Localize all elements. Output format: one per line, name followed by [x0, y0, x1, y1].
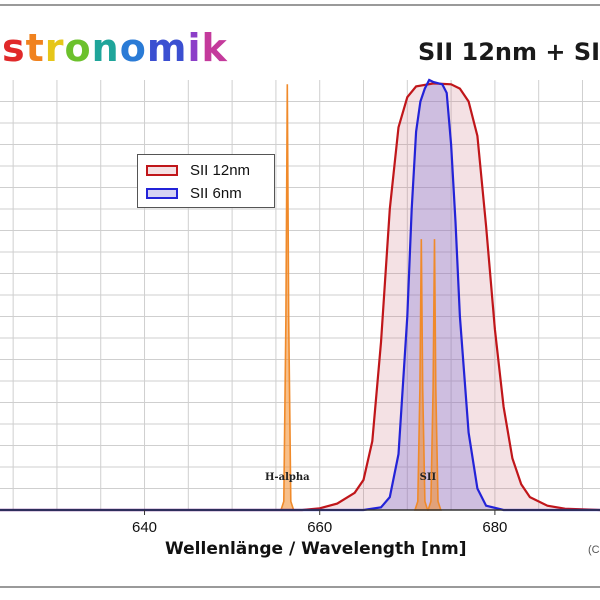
legend-swatch-sii-6nm: [146, 187, 178, 199]
series-fill-1: [0, 80, 600, 510]
emission-line-peak-2: [426, 239, 442, 511]
emission-line-label: SII: [420, 472, 437, 483]
series-fill-0: [0, 83, 600, 511]
logo-letter: i: [187, 26, 202, 70]
chart-title: SII 12nm + SI: [418, 38, 600, 66]
logo-letter: n: [91, 26, 120, 70]
copyright-note: (C: [588, 544, 600, 556]
legend-item-sii-12nm: SII 12nm: [146, 161, 250, 179]
logo-letter: s: [2, 26, 26, 70]
emission-line-peak-0: [279, 84, 295, 511]
x-tick-label: 640: [132, 519, 157, 536]
logo-letter: r: [44, 26, 65, 70]
legend: SII 12nm SII 6nm: [137, 154, 275, 208]
x-axis-title: Wellenlänge / Wavelength [nm]: [165, 539, 467, 559]
x-tick-label: 680: [482, 519, 507, 536]
astronomik-logo: stronomik: [2, 28, 228, 68]
legend-swatch-sii-12nm: [146, 164, 178, 176]
legend-item-sii-6nm: SII 6nm: [146, 184, 242, 202]
logo-letter: o: [119, 26, 147, 70]
logo-letter: m: [146, 26, 188, 70]
logo-letter: t: [25, 26, 45, 70]
legend-label-sii-6nm: SII 6nm: [190, 184, 242, 202]
series-line-1: [0, 78, 600, 512]
emission-line-label: H-alpha: [265, 472, 310, 483]
logo-letter: o: [64, 26, 92, 70]
emission-line-peak-1: [413, 239, 429, 511]
logo-letter: k: [201, 26, 228, 70]
x-tick-label: 660: [307, 519, 332, 536]
legend-label-sii-12nm: SII 12nm: [190, 161, 251, 179]
